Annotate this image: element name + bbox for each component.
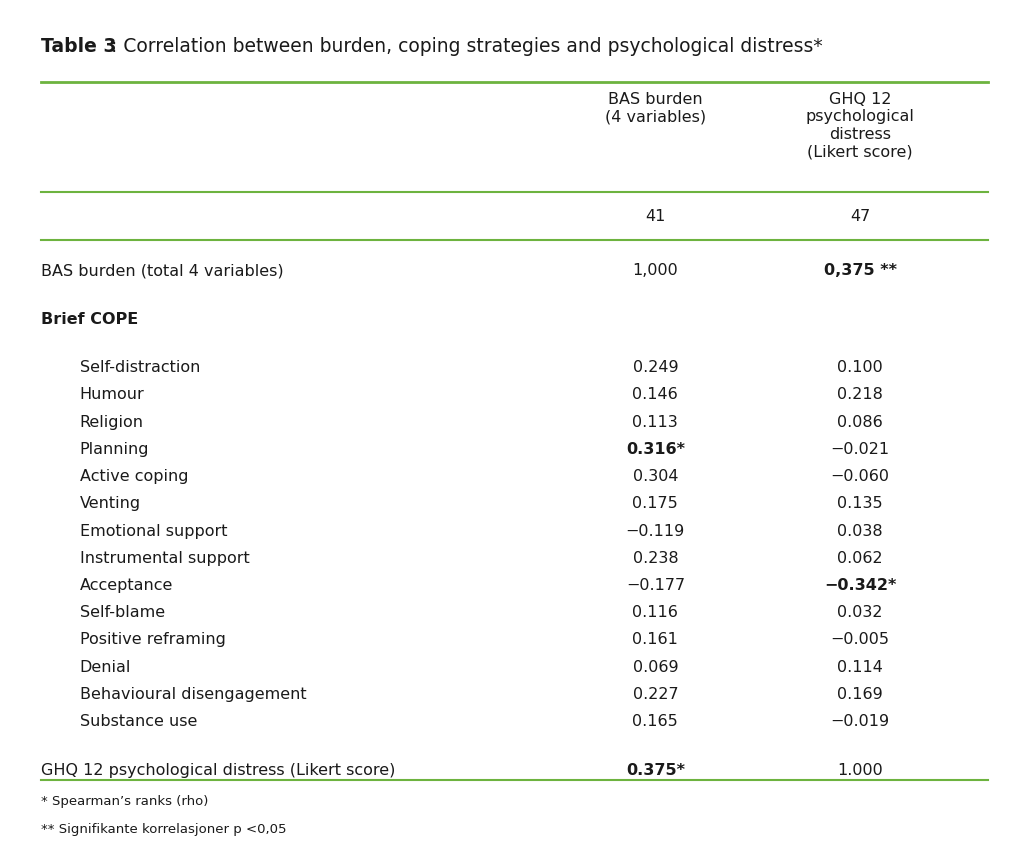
Text: 0.086: 0.086: [838, 414, 883, 430]
Text: 47: 47: [850, 208, 870, 224]
Text: 0.113: 0.113: [633, 414, 678, 430]
Text: Self-distraction: Self-distraction: [80, 360, 201, 375]
Text: −0.005: −0.005: [830, 632, 890, 648]
Text: 0.038: 0.038: [838, 523, 883, 539]
Text: 1.000: 1.000: [838, 762, 883, 778]
Text: Acceptance: Acceptance: [80, 578, 173, 593]
Text: 0.169: 0.169: [838, 687, 883, 702]
Text: −0.177: −0.177: [626, 578, 685, 593]
Text: 0.062: 0.062: [838, 551, 883, 566]
Text: 0.069: 0.069: [633, 660, 678, 675]
Text: Humour: Humour: [80, 387, 144, 403]
Text: 0.165: 0.165: [633, 714, 678, 729]
Text: −0.060: −0.060: [830, 469, 890, 484]
Text: −0.342*: −0.342*: [824, 578, 896, 593]
Text: GHQ 12
psychological
distress
(Likert score): GHQ 12 psychological distress (Likert sc…: [806, 92, 914, 159]
Text: Emotional support: Emotional support: [80, 523, 227, 539]
Text: 0.304: 0.304: [633, 469, 678, 484]
Text: 0.135: 0.135: [838, 496, 883, 511]
Text: 0.218: 0.218: [838, 387, 883, 403]
Text: * Spearman’s ranks (rho): * Spearman’s ranks (rho): [41, 795, 208, 808]
Text: GHQ 12 psychological distress (Likert score): GHQ 12 psychological distress (Likert sc…: [41, 762, 395, 778]
Text: Instrumental support: Instrumental support: [80, 551, 250, 566]
Text: Planning: Planning: [80, 442, 150, 457]
Text: Active coping: Active coping: [80, 469, 188, 484]
Text: 0.146: 0.146: [633, 387, 678, 403]
Text: BAS burden (total 4 variables): BAS burden (total 4 variables): [41, 263, 284, 278]
Text: Positive reframing: Positive reframing: [80, 632, 225, 648]
Text: Substance use: Substance use: [80, 714, 198, 729]
Text: 0.375*: 0.375*: [626, 762, 685, 778]
Text: 0.032: 0.032: [838, 605, 883, 620]
Text: 0.316*: 0.316*: [626, 442, 685, 457]
Text: 0.175: 0.175: [633, 496, 678, 511]
Text: 0.114: 0.114: [838, 660, 883, 675]
Text: −0.021: −0.021: [830, 442, 890, 457]
Text: 0.238: 0.238: [633, 551, 678, 566]
Text: BAS burden
(4 variables): BAS burden (4 variables): [605, 92, 706, 124]
Text: Religion: Religion: [80, 414, 143, 430]
Text: ** Signifikante korrelasjoner p <0,05: ** Signifikante korrelasjoner p <0,05: [41, 823, 287, 836]
Text: 0.161: 0.161: [633, 632, 678, 648]
Text: 0.116: 0.116: [633, 605, 678, 620]
Text: Behavioural disengagement: Behavioural disengagement: [80, 687, 306, 702]
Text: Table 3: Table 3: [41, 37, 117, 56]
Text: Venting: Venting: [80, 496, 141, 511]
Text: 0.100: 0.100: [838, 360, 883, 375]
Text: Self-blame: Self-blame: [80, 605, 165, 620]
Text: −0.019: −0.019: [830, 714, 890, 729]
Text: Brief COPE: Brief COPE: [41, 311, 138, 327]
Text: 0.249: 0.249: [633, 360, 678, 375]
Text: 0,375 **: 0,375 **: [823, 263, 897, 278]
Text: 1,000: 1,000: [633, 263, 678, 278]
Text: 41: 41: [645, 208, 666, 224]
Text: Denial: Denial: [80, 660, 131, 675]
Text: −0.119: −0.119: [626, 523, 685, 539]
Text: : Correlation between burden, coping strategies and psychological distress*: : Correlation between burden, coping str…: [111, 37, 822, 56]
Text: 0.227: 0.227: [633, 687, 678, 702]
